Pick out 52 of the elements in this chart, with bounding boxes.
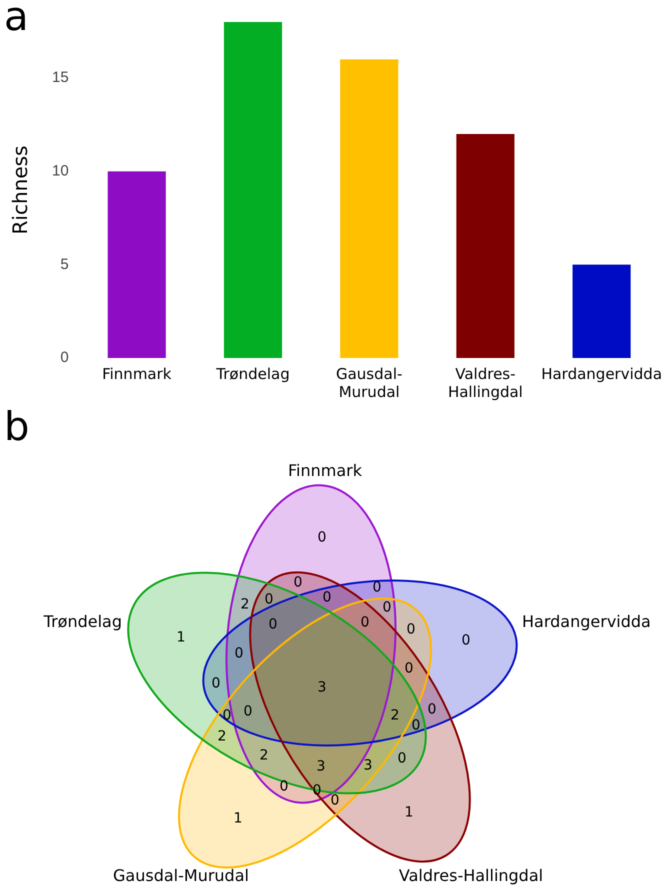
text: 0 bbox=[268, 616, 278, 633]
text: 0 bbox=[462, 632, 470, 649]
y-tick-label: 15 bbox=[52, 69, 69, 86]
category-label: Hardangervidda bbox=[522, 612, 651, 632]
text: 0 bbox=[412, 718, 420, 734]
text: 1 bbox=[404, 804, 414, 821]
chart-title: a bbox=[4, 0, 29, 40]
text: 3 bbox=[316, 758, 326, 775]
category-label: Trøndelag bbox=[42, 612, 122, 632]
text: 2 bbox=[218, 728, 226, 745]
text: 2 bbox=[240, 596, 250, 613]
text: 0 bbox=[404, 660, 414, 677]
y-tick-label: 0 bbox=[60, 349, 69, 366]
text: 0 bbox=[212, 676, 220, 692]
x-tick-label: Hardangervidda bbox=[541, 364, 662, 383]
text: 0 bbox=[244, 704, 252, 720]
text: 0 bbox=[222, 708, 232, 724]
category-label: Gausdal-Murudal bbox=[113, 866, 249, 886]
text: 0 bbox=[294, 574, 302, 591]
text: 3 bbox=[318, 680, 326, 696]
text: 0 bbox=[234, 646, 244, 662]
text: 1 bbox=[234, 810, 242, 827]
text: 0 bbox=[372, 580, 382, 596]
x-tick-label: Finnmark bbox=[102, 364, 172, 383]
category-label: Valdres-Hallingdal bbox=[398, 866, 544, 886]
text: 0 bbox=[406, 622, 416, 638]
text: 0 bbox=[428, 702, 436, 718]
text: 0 bbox=[264, 592, 274, 608]
y-tick-label: 5 bbox=[60, 256, 69, 273]
category-label: Finnmark bbox=[288, 461, 363, 480]
text: 0 bbox=[382, 600, 392, 616]
y-axis-title: Richness bbox=[8, 146, 32, 234]
bar bbox=[108, 171, 166, 358]
text: 0 bbox=[280, 778, 288, 795]
x-tick-label: Gausdal-Murudal bbox=[336, 364, 402, 401]
text: 0 bbox=[312, 782, 322, 799]
bar bbox=[456, 134, 514, 358]
text: 0 bbox=[322, 590, 332, 606]
text: 2 bbox=[260, 748, 268, 764]
text: 0 bbox=[330, 792, 340, 809]
text: 0 bbox=[398, 750, 406, 767]
bar bbox=[572, 264, 631, 358]
text: 0 bbox=[318, 530, 326, 546]
text: 2 bbox=[390, 708, 400, 724]
text: 1 bbox=[176, 630, 186, 646]
x-tick-label: Trøndelag bbox=[215, 364, 290, 383]
x-tick-label: Valdres-Hallingdal bbox=[448, 364, 523, 401]
text: 3 bbox=[364, 758, 372, 774]
bar bbox=[340, 59, 398, 358]
y-tick-label: 10 bbox=[52, 162, 69, 180]
text: 0 bbox=[360, 614, 370, 631]
bar bbox=[224, 22, 282, 358]
